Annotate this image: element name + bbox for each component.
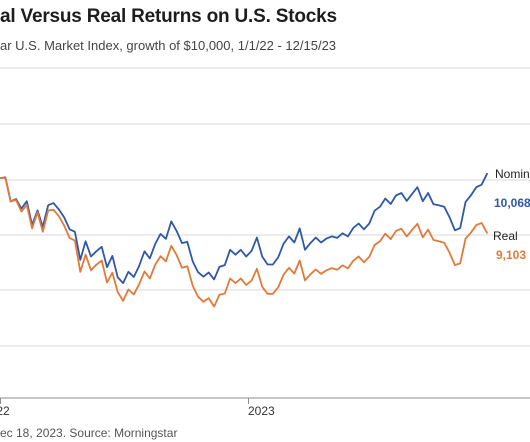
end-label-value-1: 9,103	[496, 248, 526, 262]
series-line-nomina	[0, 172, 488, 285]
end-label-value-0: 10,068	[494, 196, 530, 210]
gridlines	[0, 67, 530, 347]
series-line-real	[0, 177, 488, 308]
chart-source-note: ec 18, 2023. Source: Morningstar	[0, 426, 178, 440]
end-labels: Nomina 10,068 Real 9,103	[493, 167, 530, 262]
chart-subtitle: ar U.S. Market Index, growth of $10,000,…	[0, 38, 337, 53]
x-tick-label-0: 2022	[0, 404, 10, 418]
chart-title: al Versus Real Returns on U.S. Stocks	[0, 6, 337, 27]
end-label-name-0: Nomina	[495, 167, 530, 181]
x-tick-label-1: 2023	[248, 404, 275, 418]
x-axis: 2022 2023	[0, 397, 530, 418]
series-lines	[0, 172, 488, 308]
end-label-name-1: Real	[493, 229, 518, 243]
